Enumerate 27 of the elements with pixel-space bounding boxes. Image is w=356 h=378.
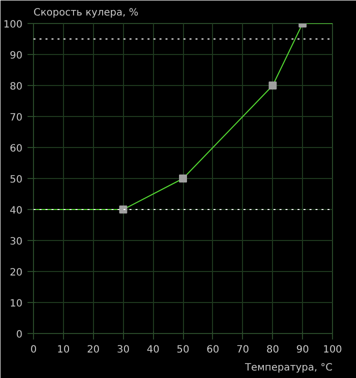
x-tick-label: 80 <box>266 344 280 356</box>
point <box>119 206 128 214</box>
x-tick-label: 40 <box>146 344 160 356</box>
x-tick-label: 10 <box>57 344 70 356</box>
x-tick-label: 0 <box>30 344 37 356</box>
y-axis-title: Скорость кулера, % <box>34 8 138 18</box>
x-tick-label: 60 <box>206 344 220 356</box>
y-tick-label: 90 <box>10 50 23 62</box>
y-tick-label: 20 <box>10 268 23 278</box>
y-tick-label: 100 <box>3 20 23 30</box>
y-tick-label: 60 <box>10 144 23 154</box>
x-tick-label: 50 <box>176 344 190 356</box>
x-tick-label: 100 <box>322 344 342 356</box>
x-tick-label: 20 <box>86 344 100 356</box>
y-tick-label: 0 <box>16 330 23 340</box>
y-tick-label: 40 <box>10 206 23 216</box>
x-tick-label: 90 <box>296 344 309 356</box>
y-tick-label: 30 <box>10 236 23 248</box>
y-tick-label: 50 <box>10 174 23 186</box>
point <box>268 82 277 90</box>
y-tick-label: 80 <box>10 82 23 92</box>
x-axis-title: Температура, °C <box>244 362 333 374</box>
point <box>179 174 187 182</box>
x-tick-label: 70 <box>236 344 250 356</box>
y-tick-label: 10 <box>10 298 23 310</box>
y-tick-label: 70 <box>10 112 23 124</box>
x-tick-label: 30 <box>116 344 130 356</box>
